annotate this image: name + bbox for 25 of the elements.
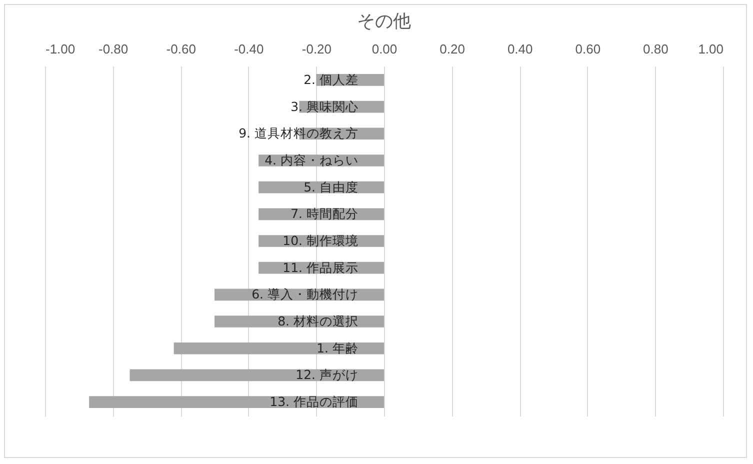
y-tick-label: 2. 個人差 (304, 72, 358, 87)
y-tick-label: 6. 導入・動機付け (252, 286, 358, 302)
y-tick-label: 1. 年齢 (316, 340, 358, 356)
x-tick-label: 0.80 (643, 42, 668, 56)
y-tick-label: 5. 自由度 (304, 179, 358, 194)
x-tick-label: -0.40 (234, 42, 264, 56)
chart-title: その他 (357, 11, 411, 32)
y-tick-label: 3. 興味関心 (290, 98, 358, 114)
x-tick-label: 1.00 (698, 42, 724, 56)
y-tick-label: 8. 材料の選択 (278, 314, 358, 329)
x-tick-label: 0.00 (372, 42, 398, 56)
x-tick-label: -1.00 (46, 42, 76, 56)
x-tick-label: -0.20 (302, 42, 332, 56)
y-tick-label: 7. 時間配分 (290, 206, 358, 222)
x-tick-label: 0.40 (507, 42, 533, 56)
x-tick-label: -0.60 (166, 42, 196, 56)
y-tick-label: 13. 作品の評価 (270, 394, 358, 410)
x-tick-label: -0.80 (98, 42, 128, 56)
y-tick-label: 10. 制作環境 (282, 233, 358, 248)
y-tick-label: 11. 作品展示 (282, 260, 358, 275)
y-tick-label: 9. 道具材料の教え方 (238, 126, 358, 141)
y-tick-label: 4. 内容・ねらい (264, 152, 358, 168)
y-tick-label: 12. 声がけ (296, 367, 358, 382)
x-tick-label: 0.60 (575, 42, 601, 56)
x-tick-label: 0.20 (440, 42, 465, 56)
